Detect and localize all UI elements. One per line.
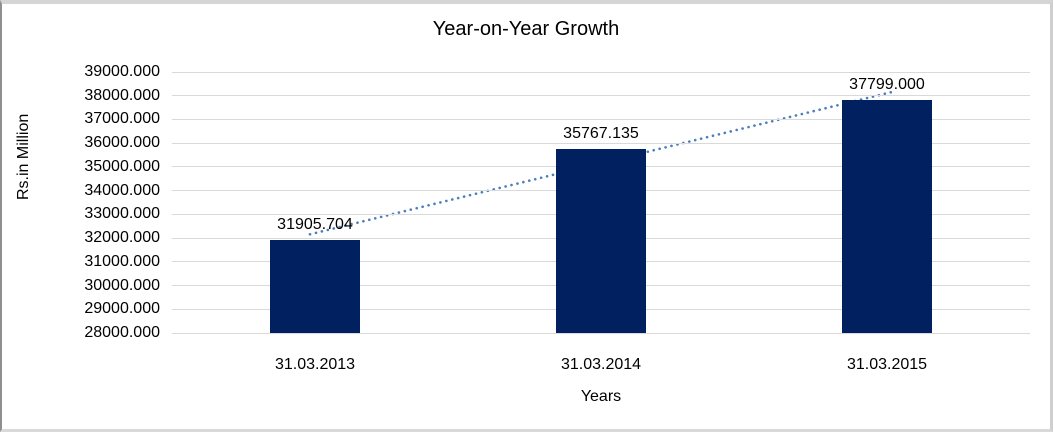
bar [270, 240, 360, 333]
gridline [172, 142, 1030, 144]
x-tick-label: 31.03.2013 [274, 356, 356, 373]
y-tick-label: 28000.000 [84, 324, 160, 341]
gridline [172, 95, 1030, 97]
y-tick-label: 36000.000 [84, 134, 160, 152]
x-tick-label: 31.03.2015 [846, 356, 928, 373]
y-tick-label: 38000.000 [84, 86, 160, 104]
y-axis-title: Rs.in Million [15, 113, 32, 200]
x-axis-title: Years [580, 388, 622, 405]
bar [556, 148, 646, 333]
y-tick-label: 29000.000 [84, 300, 160, 318]
y-tick-label: 30000.000 [84, 276, 160, 294]
gridline [172, 118, 1030, 120]
bar-value-label: 35767.135 [563, 124, 639, 142]
bar-value-label: 37799.000 [849, 76, 925, 94]
y-tick-label: 34000.000 [84, 181, 160, 199]
y-tick-label: 33000.000 [84, 205, 160, 223]
chart-title: Year-on-Year Growth [432, 18, 620, 40]
bar-value-label: 31905.704 [277, 216, 353, 234]
y-tick-label: 39000.000 [84, 63, 160, 80]
gridline [172, 332, 1030, 334]
y-tick-label: 35000.000 [84, 157, 160, 175]
gridline [172, 71, 1030, 73]
x-tick-label: 31.03.2014 [560, 356, 642, 373]
y-tick-label: 37000.000 [84, 110, 160, 128]
y-tick-label: 31000.000 [84, 252, 160, 270]
bar [842, 100, 932, 333]
y-tick-label: 32000.000 [84, 229, 160, 247]
